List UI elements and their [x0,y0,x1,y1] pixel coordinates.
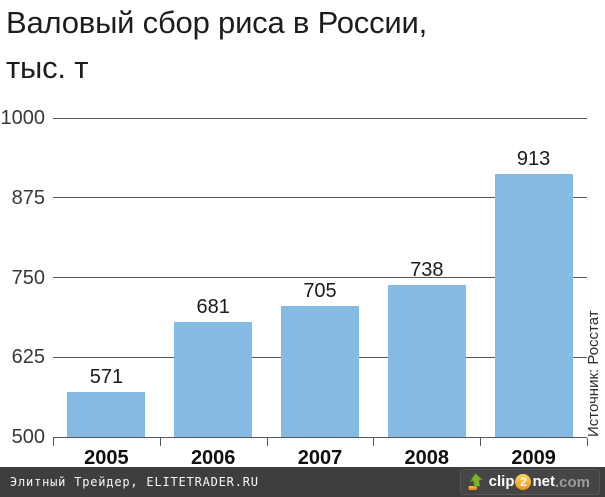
value-label-2009: 913 [516,147,551,170]
axis-tick [373,438,374,446]
axis-tick [587,438,588,446]
bar-2006 [174,321,253,437]
axis-tick [160,438,161,446]
value-label-2005: 571 [89,365,124,388]
bar-2009 [494,173,573,437]
chart-title: Валовый сбор риса в России, тыс. т [6,0,427,90]
gridline-1000 [53,117,587,119]
logo-part-com: .com [554,473,590,491]
logo-part-net: net [532,473,555,490]
ytick-label-1000: 1000 [0,107,46,129]
bar-2008 [387,285,466,437]
xtick-label-2009: 2009 [511,447,556,469]
bar-2005 [67,391,146,437]
clip2net-logo[interactable]: clip 2 net .com [459,469,600,495]
upload-arrow-icon [468,473,483,490]
chart-title-line1: Валовый сбор риса в России, [6,5,428,40]
ytick-label-500: 500 [11,426,45,448]
xtick-label-2005: 2005 [84,447,129,469]
xtick-label-2007: 2007 [297,447,343,469]
axis-tick [53,438,54,446]
value-label-2008: 738 [410,259,444,282]
logo-part-clip: clip [488,473,515,490]
value-label-2006: 681 [196,295,230,318]
bar-chart: 500 625 750 875 1000 571 2005 681 2006 705 2007 738… [0,100,605,469]
gridline-875 [53,197,587,199]
chart-title-line2: тыс. т [6,50,89,85]
footer-bar: Элитный Трейдер, ELITETRADER.RU clip 2 n… [0,467,605,497]
source-label: Источник: Росстат [585,310,602,438]
gridline-750 [53,277,587,278]
ytick-label-750: 750 [11,266,45,289]
xtick-label-2008: 2008 [404,447,450,469]
value-label-2007: 705 [303,280,337,303]
logo-badge-2: 2 [515,474,532,490]
xtick-label-2006: 2006 [190,447,236,469]
axis-tick [267,438,268,446]
ytick-label-625: 625 [11,346,45,369]
ytick-label-875: 875 [11,186,45,209]
gridline-500 [53,436,587,438]
site-credit: Элитный Трейдер, ELITETRADER.RU [10,475,259,489]
bar-2007 [281,306,359,437]
axis-tick [480,438,481,446]
